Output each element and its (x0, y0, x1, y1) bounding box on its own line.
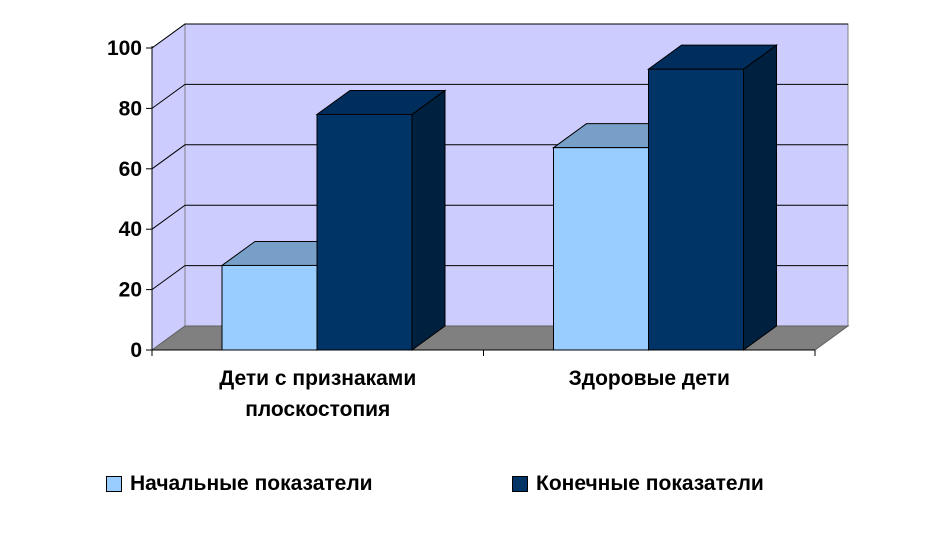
legend-swatch-initial (106, 476, 122, 492)
bar-final-2-side (743, 44, 777, 351)
y-tick-labels: 0 20 40 60 80 100 (107, 37, 142, 362)
side-wall (151, 23, 186, 351)
bar-final-1-front (316, 113, 413, 351)
y-tick-label: 80 (119, 97, 142, 120)
gridline (151, 23, 848, 49)
bars (220, 44, 779, 351)
x-category-label: Здоровые дети (569, 367, 730, 390)
legend-swatch-final (512, 476, 528, 492)
legend-item-final: Конечные показатели (512, 472, 764, 496)
legend-label-final: Конечные показатели (536, 472, 764, 495)
legend: Начальные показатели Конечные показатели (0, 472, 935, 504)
x-category-label: Дети с признаками (219, 367, 416, 390)
gridline (151, 83, 848, 109)
legend-item-initial: Начальные показатели (106, 472, 373, 496)
legend-label-initial: Начальные показатели (130, 472, 373, 495)
bar-final-1-side (411, 89, 446, 351)
y-tick-label: 100 (107, 37, 142, 60)
bar-final-1 (315, 89, 447, 351)
y-tick-label: 20 (119, 279, 142, 302)
axes (146, 46, 816, 356)
bar-final-2-front (648, 68, 744, 351)
y-tick-label: 0 (130, 339, 142, 362)
bar-initial-1-front (221, 264, 318, 351)
x-category-labels: Дети с признаками плоскостопия Здоровые де… (219, 367, 730, 421)
bar-final-2 (646, 44, 779, 351)
x-category-label: плоскостопия (245, 398, 390, 421)
bar-initial-2-front (553, 147, 649, 351)
y-tick-label: 60 (119, 158, 142, 181)
y-tick-label: 40 (119, 218, 142, 241)
